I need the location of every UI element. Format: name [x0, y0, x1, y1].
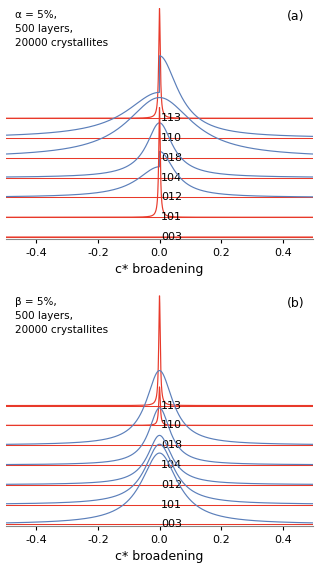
Text: 012: 012: [161, 480, 182, 490]
X-axis label: c* broadening: c* broadening: [115, 263, 204, 276]
Text: 110: 110: [161, 133, 182, 143]
Text: 113: 113: [161, 401, 182, 411]
Text: 101: 101: [161, 500, 182, 509]
Text: 018: 018: [161, 440, 182, 450]
Text: β = 5%,
500 layers,
20000 crystallites: β = 5%, 500 layers, 20000 crystallites: [15, 298, 108, 336]
Text: 003: 003: [161, 232, 182, 242]
Text: 101: 101: [161, 212, 182, 222]
Text: 104: 104: [161, 460, 182, 470]
Text: (b): (b): [286, 298, 304, 311]
Text: α = 5%,
500 layers,
20000 crystallites: α = 5%, 500 layers, 20000 crystallites: [15, 10, 108, 48]
Text: 003: 003: [161, 519, 182, 529]
Text: 110: 110: [161, 420, 182, 430]
Text: 104: 104: [161, 172, 182, 183]
Text: 012: 012: [161, 192, 182, 203]
Text: 113: 113: [161, 113, 182, 123]
Text: 018: 018: [161, 153, 182, 163]
X-axis label: c* broadening: c* broadening: [115, 550, 204, 563]
Text: (a): (a): [287, 10, 304, 23]
